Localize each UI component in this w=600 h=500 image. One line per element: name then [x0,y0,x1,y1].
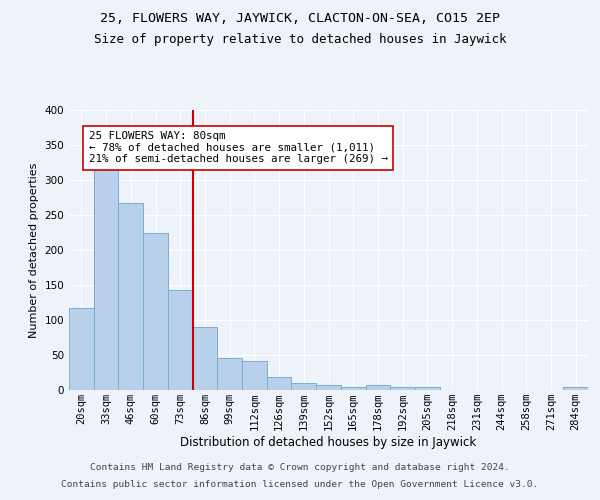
Text: Contains public sector information licensed under the Open Government Licence v3: Contains public sector information licen… [61,480,539,489]
Bar [365,385,390,390]
Text: 25, FLOWERS WAY, JAYWICK, CLACTON-ON-SEA, CO15 2EP: 25, FLOWERS WAY, JAYWICK, CLACTON-ON-SEA… [100,12,500,26]
Bar [94,158,118,390]
Text: 25 FLOWERS WAY: 80sqm
← 78% of detached houses are smaller (1,011)
21% of semi-d: 25 FLOWERS WAY: 80sqm ← 78% of detached … [89,131,388,164]
Bar [168,290,193,390]
Bar [390,387,415,390]
X-axis label: Distribution of detached houses by size in Jaywick: Distribution of detached houses by size … [181,436,476,449]
Bar [563,386,588,390]
Bar [415,387,440,390]
Bar [143,233,168,390]
Bar [341,386,365,390]
Bar [242,360,267,390]
Bar [193,327,217,390]
Text: Contains HM Land Registry data © Crown copyright and database right 2024.: Contains HM Land Registry data © Crown c… [90,464,510,472]
Y-axis label: Number of detached properties: Number of detached properties [29,162,39,338]
Bar [69,308,94,390]
Bar [217,358,242,390]
Bar [118,203,143,390]
Bar [267,378,292,390]
Text: Size of property relative to detached houses in Jaywick: Size of property relative to detached ho… [94,32,506,46]
Bar [292,383,316,390]
Bar [316,385,341,390]
